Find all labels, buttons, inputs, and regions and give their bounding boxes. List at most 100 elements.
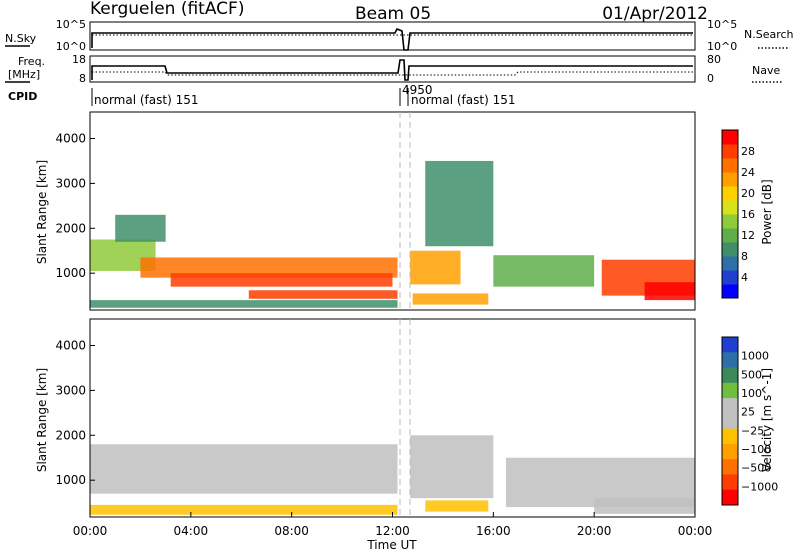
freq-label: Freq. (18, 55, 45, 68)
velocity-colorbar-swatch (722, 459, 738, 475)
velocity-colorbar-swatch (722, 443, 738, 460)
freq-unit: [MHz] (8, 68, 40, 81)
time-x-tick-label: 00:00 (678, 524, 713, 538)
power-colorbar-tick-label: 4 (741, 271, 748, 284)
velocity-colorbar-swatch (722, 367, 738, 384)
freq-tick-top: 18 (72, 53, 86, 66)
nave-trace (92, 71, 693, 76)
velocity-colorbar-tick-label: −1000 (741, 480, 778, 493)
power-colorbar-tick-label: 12 (741, 229, 755, 242)
power-data-region (410, 250, 461, 285)
velocity-colorbar-tick-label: −500 (741, 462, 771, 475)
velocity-colorbar-tick-label: −25 (741, 424, 764, 437)
nsky-tick-top: 10^5 (56, 18, 86, 31)
nsky-panel: N.Sky 10^5 10^0 10^5 10^0 N.Search (5, 18, 794, 53)
time-x-tick-label: 00:00 (73, 524, 108, 538)
velocity-colorbar-tick-label: 500 (741, 368, 762, 381)
nave-label: Nave (752, 64, 780, 77)
power-colorbar-swatch (722, 214, 738, 229)
velocity-colorbar-swatch (722, 489, 738, 506)
power-colorbar-swatch (722, 228, 738, 243)
velocity-colorbar-tick-label: 25 (741, 406, 755, 419)
cpid-label: CPID (8, 90, 37, 103)
power-data-region (115, 214, 166, 242)
velocity-data-region (425, 500, 489, 512)
velocity-colorbar-swatch (722, 337, 738, 353)
power-colorbar-swatch (722, 172, 738, 187)
nsky-trace (91, 27, 693, 51)
freq-tick-bottom: 8 (79, 72, 86, 85)
nave-tick-bottom: 0 (707, 72, 714, 85)
power-colorbar-swatch (722, 200, 738, 215)
nsearch-label: N.Search (744, 28, 794, 41)
nsearch-tick-top: 10^5 (707, 18, 737, 31)
time-x-tick-label: 04:00 (174, 524, 209, 538)
power-colorbar-swatch (722, 242, 738, 257)
velocity-colorbar-swatch (722, 428, 738, 445)
velocity-colorbar-swatch (722, 474, 738, 491)
power-y-tick-label: 2000 (55, 221, 86, 235)
time-x-ticks: 00:00 04:00 08:00 12:00 16:00 20:00 00:00 (73, 512, 713, 538)
freq-panel: Freq. [MHz] 18 8 80 0 Nave (5, 53, 782, 85)
cpid-segment-2: 4950 (402, 83, 433, 97)
time-x-tick-label: 12:00 (375, 524, 410, 538)
velocity-colorbar-label: Velocity [m s^-1] (760, 368, 774, 472)
power-data-region (412, 293, 489, 305)
cpid-segment-1: normal (fast) 151 (94, 93, 198, 107)
velocity-y-tick-label: 2000 (55, 428, 86, 442)
velocity-data-region (410, 435, 494, 499)
station-title: Kerguelen (fitACF) (90, 0, 244, 19)
nave-tick-top: 80 (707, 53, 721, 66)
power-colorbar-swatch (722, 256, 738, 271)
velocity-colorbar: 1000 500 100 25 −25 −100 −500 −1000 (721, 336, 778, 506)
power-panel: 1000 2000 3000 4000 Slant Range [km] 4 8 12 16… (35, 111, 774, 311)
velocity-colorbar-tick-label: 100 (741, 387, 762, 400)
power-y-tick-label: 3000 (55, 176, 86, 190)
power-colorbar-tick-label: 8 (741, 250, 748, 263)
velocity-colorbar-swatch (722, 382, 738, 399)
power-colorbar: 4 8 12 16 20 24 28 (721, 129, 755, 299)
nsky-tick-bottom: 10^0 (56, 40, 86, 53)
nsearch-tick-bottom: 10^0 (707, 40, 737, 53)
power-colorbar-tick-label: 20 (741, 187, 755, 200)
velocity-panel: 1000 2000 3000 4000 Slant Range [km] 1000 50… (35, 318, 778, 552)
power-colorbar-swatch (722, 270, 738, 285)
power-colorbar-tick-label: 24 (741, 166, 755, 179)
power-data-region (140, 257, 398, 278)
velocity-data-region (90, 444, 398, 494)
power-colorbar-swatch (722, 284, 738, 299)
power-y-axis-label: Slant Range [km] (35, 160, 49, 264)
power-colorbar-swatch (722, 144, 738, 159)
velocity-y-axis-label: Slant Range [km] (35, 368, 49, 472)
power-data-region (644, 282, 695, 301)
velocity-y-tick-label: 1000 (55, 473, 86, 487)
time-x-tick-label: 20:00 (577, 524, 612, 538)
freq-trace (91, 59, 693, 81)
date-title: 01/Apr/2012 (602, 4, 708, 24)
cpid-panel: CPID normal (fast) 151 4950 normal (fast… (8, 83, 515, 107)
power-y-tick-label: 4000 (55, 131, 86, 145)
velocity-y-tick-label: 3000 (55, 383, 86, 397)
velocity-colorbar-tick-label: 1000 (741, 350, 769, 363)
power-data-region (170, 273, 393, 287)
time-x-tick-label: 16:00 (476, 524, 511, 538)
velocity-heatmap-cells (90, 435, 695, 515)
power-y-tick-label: 1000 (55, 266, 86, 280)
velocity-data-region (90, 504, 398, 515)
power-colorbar-swatch (722, 158, 738, 173)
power-data-region (90, 300, 398, 308)
cpid-segment-3: normal (fast) 151 (411, 93, 515, 107)
power-y-ticks: 1000 2000 3000 4000 (55, 131, 95, 280)
power-data-region (493, 255, 595, 287)
power-heatmap-cells (90, 160, 695, 308)
velocity-colorbar-tick-label: −100 (741, 443, 771, 456)
velocity-colorbar-swatch (722, 413, 738, 430)
power-colorbar-tick-label: 16 (741, 208, 755, 221)
time-x-axis-label: Time UT (366, 538, 417, 552)
power-data-region (248, 290, 398, 299)
nsky-label: N.Sky (5, 32, 37, 45)
time-x-tick-label: 08:00 (274, 524, 309, 538)
velocity-y-ticks: 1000 2000 3000 4000 (55, 338, 95, 487)
velocity-y-tick-label: 4000 (55, 338, 86, 352)
